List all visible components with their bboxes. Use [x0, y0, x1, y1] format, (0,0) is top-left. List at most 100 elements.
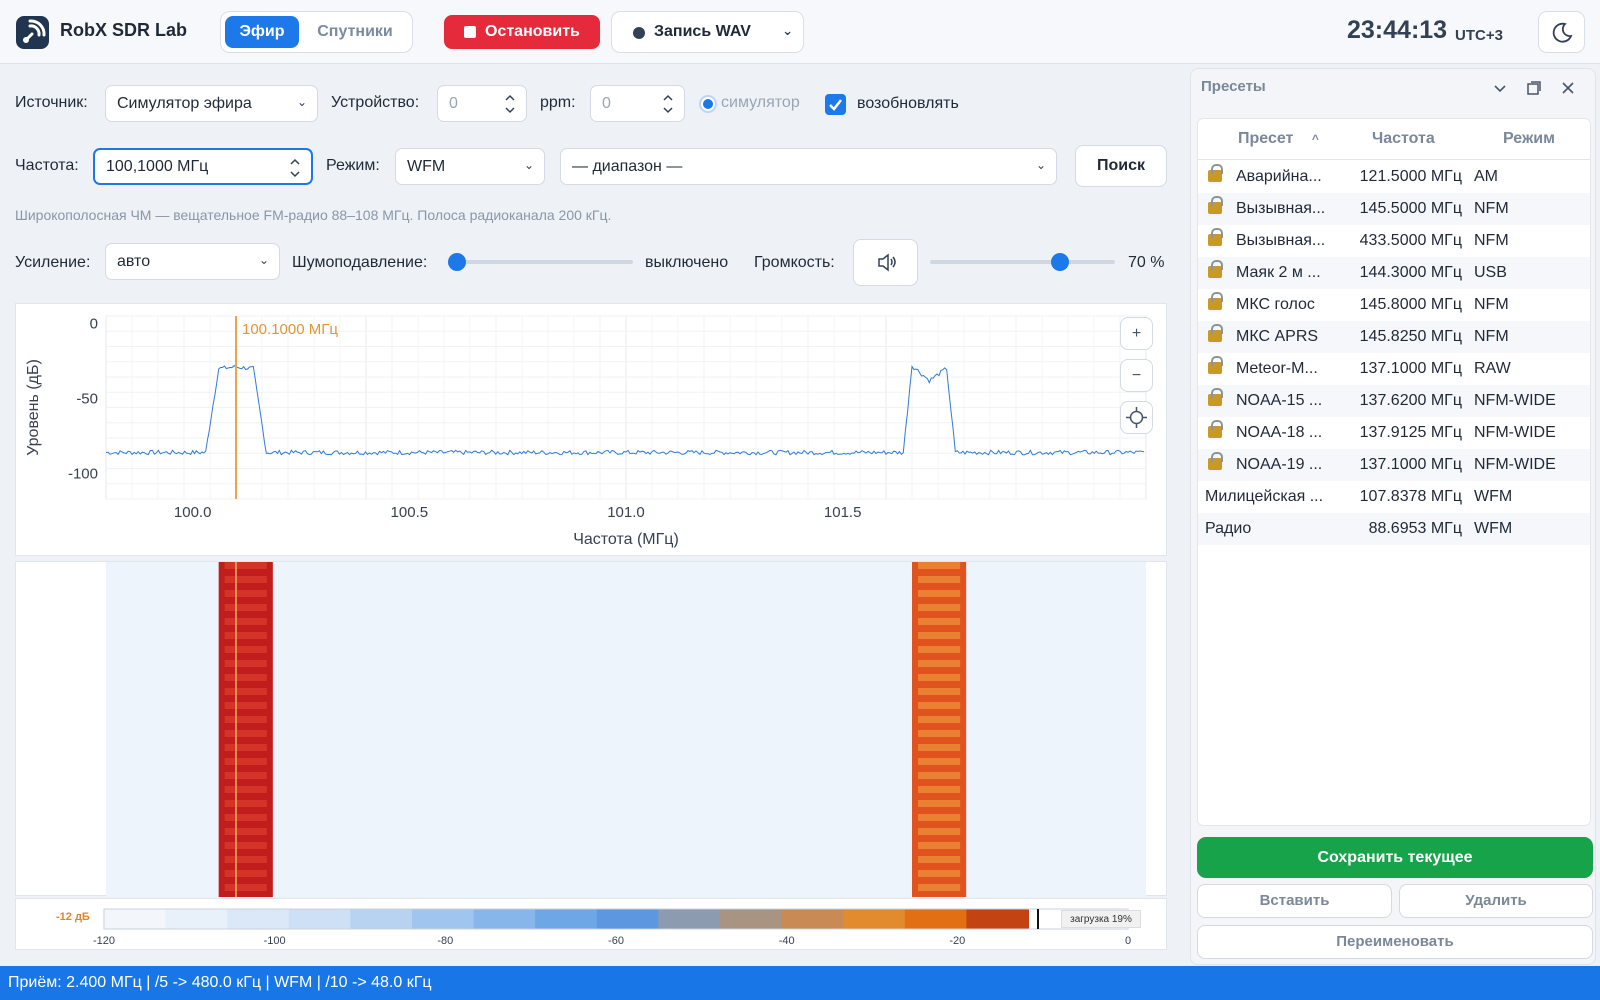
- y-tick-label: 0: [90, 316, 98, 333]
- delete-button[interactable]: Удалить: [1399, 884, 1593, 918]
- colorscale-panel: -12 дБ -120 -100 -80 -60 -40 -20 0 загрузка 19…: [15, 898, 1167, 950]
- x-tick-label: 100.5: [391, 504, 429, 521]
- preset-mode: AM: [1474, 168, 1498, 185]
- source-select[interactable]: Симулятор эфира ⌄: [105, 85, 318, 122]
- waterfall-band-texture: [918, 884, 961, 891]
- waterfall-band-texture: [224, 562, 267, 569]
- waterfall-display[interactable]: [16, 562, 1168, 897]
- zoom-out-button[interactable]: −: [1120, 359, 1153, 392]
- volume-label: Громкость:: [754, 254, 835, 271]
- color-scale-segment: [966, 909, 1029, 929]
- save-current-button[interactable]: Сохранить текущее: [1197, 837, 1593, 878]
- recenter-button[interactable]: [1120, 401, 1153, 434]
- frequency-input[interactable]: 100,1000 МГц: [93, 148, 313, 185]
- preset-row[interactable]: NOAA-19 ... 137.1000 МГц NFM-WIDE: [1198, 449, 1590, 481]
- preset-frequency: 88.6953 МГц: [1368, 520, 1462, 537]
- timezone: UTC+3: [1455, 27, 1503, 44]
- waterfall-band-texture: [918, 702, 961, 709]
- waterfall-band-texture: [224, 772, 267, 779]
- stepper-icon[interactable]: [504, 92, 516, 116]
- record-icon: [633, 27, 645, 39]
- chevron-down-icon[interactable]: ⌄: [782, 23, 793, 38]
- noise-reduction-slider[interactable]: [448, 253, 633, 271]
- tab-air[interactable]: Эфир: [225, 16, 299, 48]
- x-tick-label: 101.5: [824, 504, 862, 521]
- preset-row[interactable]: NOAA-15 ... 137.6200 МГц NFM-WIDE: [1198, 385, 1590, 417]
- preset-row[interactable]: Милицейская ... 107.8378 МГц WFM: [1198, 481, 1590, 513]
- rename-button[interactable]: Переименовать: [1197, 925, 1593, 959]
- waterfall-band-texture: [918, 604, 961, 611]
- status-bar: Приём: 2.400 МГц | /5 -> 480.0 кГц | WFM…: [0, 966, 1600, 1000]
- slider-handle[interactable]: [448, 253, 466, 271]
- waterfall-panel[interactable]: [15, 561, 1168, 897]
- waterfall-band-texture: [918, 828, 961, 835]
- color-scale-tick: -80: [437, 935, 453, 947]
- mode-label: Режим:: [326, 157, 380, 174]
- preset-frequency: 107.8378 МГц: [1359, 488, 1462, 505]
- device-input[interactable]: 0: [437, 85, 527, 122]
- preset-row[interactable]: Радио 88.6953 МГц WFM: [1198, 513, 1590, 545]
- column-header-preset[interactable]: Пресет ^: [1238, 130, 1319, 147]
- waterfall-band-texture: [918, 646, 961, 653]
- slider-handle[interactable]: [1050, 253, 1069, 271]
- stop-button[interactable]: Остановить: [444, 15, 600, 49]
- range-select[interactable]: — диапазон — ⌄: [560, 148, 1057, 185]
- clock: 23:44:13: [1347, 16, 1448, 44]
- waterfall-band-texture: [918, 800, 961, 807]
- noise-reduction-value: выключено: [645, 254, 729, 271]
- preset-row[interactable]: Вызывная... 145.5000 МГц NFM: [1198, 193, 1590, 225]
- preset-row[interactable]: Маяк 2 м ... 144.3000 МГц USB: [1198, 257, 1590, 289]
- color-scale-tick: 0: [1125, 935, 1131, 947]
- detach-icon[interactable]: [1525, 79, 1543, 97]
- chevron-down-icon: ⌄: [523, 158, 534, 172]
- color-scale-bar[interactable]: -120 -100 -80 -60 -40 -20 0: [16, 899, 1168, 951]
- preset-row[interactable]: МКС голос 145.8000 МГц NFM: [1198, 289, 1590, 321]
- column-header-frequency[interactable]: Частота: [1372, 130, 1435, 147]
- mode-select[interactable]: WFM ⌄: [395, 148, 545, 185]
- column-header-mode[interactable]: Режим: [1503, 130, 1555, 147]
- preset-mode: NFM-WIDE: [1474, 392, 1556, 409]
- color-scale-tick: -120: [93, 935, 115, 947]
- color-scale-tick: -100: [264, 935, 286, 947]
- stepper-icon[interactable]: [289, 156, 301, 180]
- spectrum-panel[interactable]: 100.0 100.5 101.0 101.5 0 -50 -100 Частота (МГц…: [15, 303, 1167, 556]
- waterfall-band-texture: [224, 870, 267, 877]
- check-icon: [829, 99, 842, 111]
- volume-slider[interactable]: [930, 253, 1115, 271]
- waterfall-band-texture: [918, 618, 961, 625]
- waterfall-band-texture: [224, 576, 267, 583]
- ppm-input[interactable]: 0: [590, 85, 685, 122]
- waterfall-band-texture: [918, 674, 961, 681]
- preset-name: Аварийна...: [1236, 168, 1322, 185]
- lock-icon: [1208, 260, 1223, 278]
- preset-row[interactable]: NOAA-18 ... 137.9125 МГц NFM-WIDE: [1198, 417, 1590, 449]
- insert-button[interactable]: Вставить: [1197, 884, 1392, 918]
- waterfall-band-texture: [918, 590, 961, 597]
- lock-icon: [1208, 324, 1223, 342]
- stepper-icon[interactable]: [662, 92, 674, 116]
- search-button[interactable]: Поиск: [1075, 145, 1167, 187]
- waterfall-band-texture: [918, 772, 961, 779]
- sort-up-icon: ^: [1311, 132, 1319, 146]
- zoom-in-button[interactable]: +: [1120, 317, 1153, 350]
- close-icon[interactable]: [1559, 79, 1577, 97]
- color-scale-segment: [596, 909, 660, 929]
- preset-row[interactable]: МКС APRS 145.8250 МГц NFM: [1198, 321, 1590, 353]
- stop-icon: [464, 26, 476, 38]
- presets-panel: Пресеты Пресет ^ Частота Режим Аварийна.…: [1190, 68, 1596, 965]
- record-wav-button[interactable]: Запись WAV ⌄: [611, 11, 804, 53]
- resume-checkbox[interactable]: [825, 94, 846, 115]
- collapse-icon[interactable]: [1491, 79, 1509, 97]
- simulator-label: симулятор: [721, 94, 800, 111]
- theme-toggle-button[interactable]: [1538, 11, 1585, 53]
- preset-row[interactable]: Аварийна... 121.5000 МГц AM: [1198, 161, 1590, 193]
- preset-row[interactable]: Вызывная... 433.5000 МГц NFM: [1198, 225, 1590, 257]
- preset-row[interactable]: Meteor-M... 137.1000 МГц RAW: [1198, 353, 1590, 385]
- preset-mode: NFM: [1474, 328, 1509, 345]
- spectrum-chart[interactable]: 100.0 100.5 101.0 101.5 0 -50 -100 Частота (МГц…: [16, 304, 1168, 557]
- gain-select[interactable]: авто ⌄: [105, 243, 280, 280]
- tab-satellites[interactable]: Спутники: [317, 23, 393, 40]
- mute-button[interactable]: [853, 239, 918, 286]
- simulator-radio[interactable]: [699, 95, 717, 113]
- waterfall-background: [106, 562, 1146, 897]
